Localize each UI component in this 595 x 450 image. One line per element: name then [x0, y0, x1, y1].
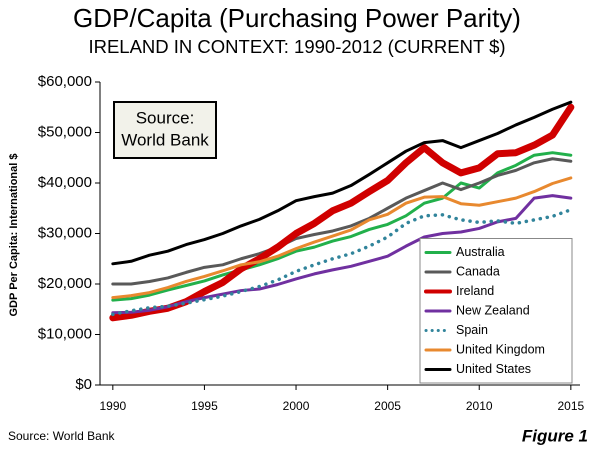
- y-tick-label: $20,000: [38, 275, 92, 292]
- series-line: [111, 176, 573, 300]
- x-tick-label: 2000: [283, 399, 310, 413]
- y-axis-label: GDP Per Capita: International $: [8, 153, 20, 316]
- x-tick-label: 1990: [99, 399, 126, 413]
- chart-title: GDP/Capita (Purchasing Power Parity): [73, 3, 521, 33]
- legend-label: Ireland: [456, 284, 494, 298]
- source-box-line: Source:: [136, 108, 195, 127]
- y-tick-label: $0: [75, 376, 92, 393]
- chart-subtitle: IRELAND IN CONTEXT: 1990-2012 (CURRENT $…: [88, 36, 505, 57]
- series-line: [111, 208, 573, 317]
- legend-label: United States: [456, 362, 531, 376]
- legend-label: Australia: [456, 245, 505, 259]
- legend-label: Canada: [456, 264, 500, 278]
- legend-label: United Kingdom: [456, 342, 545, 356]
- source-box-line: World Bank: [121, 130, 209, 149]
- series-line: [111, 100, 573, 266]
- x-tick-label: 2015: [557, 399, 584, 413]
- y-tick-label: $30,000: [38, 224, 92, 241]
- y-tick-label: $40,000: [38, 174, 92, 191]
- x-tick-label: 1995: [191, 399, 218, 413]
- figure-label: Figure 1: [522, 426, 588, 445]
- x-tick-label: 2005: [374, 399, 401, 413]
- y-tick-label: $60,000: [38, 73, 92, 90]
- legend-label: New Zealand: [456, 303, 530, 317]
- series-line: [111, 157, 573, 286]
- y-tick-label: $10,000: [38, 325, 92, 342]
- legend-label: Spain: [456, 323, 488, 337]
- source-box: [113, 101, 217, 159]
- x-tick-label: 2010: [466, 399, 493, 413]
- y-tick-label: $50,000: [38, 123, 92, 140]
- footer-source: Source: World Bank: [8, 429, 115, 443]
